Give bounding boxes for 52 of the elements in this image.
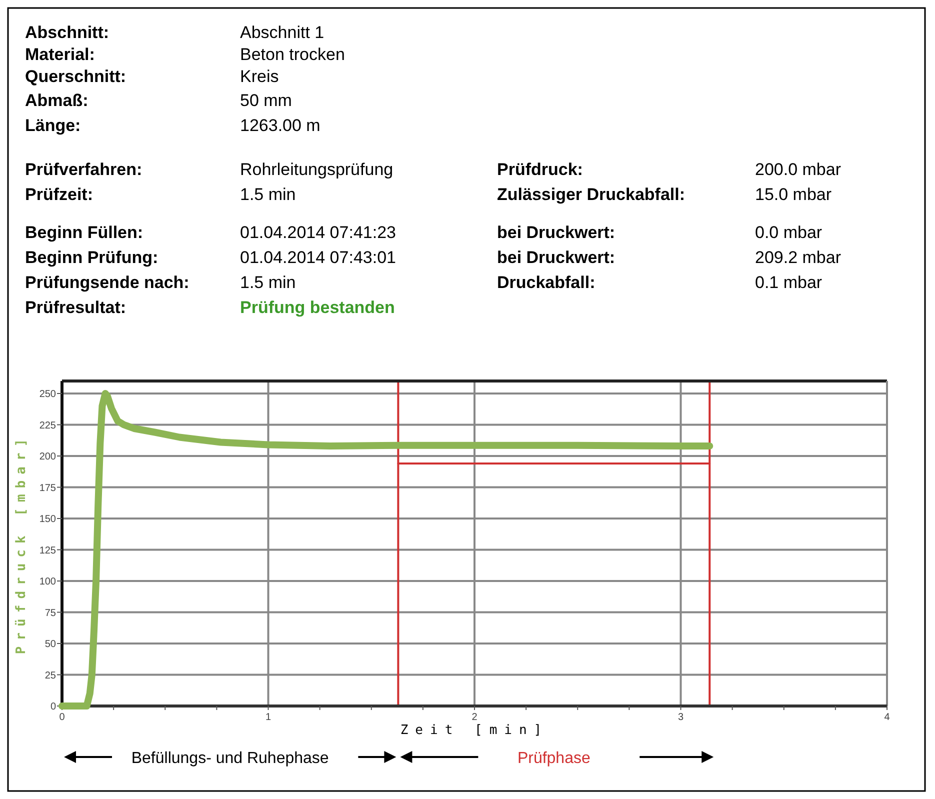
text: Material:	[25, 45, 95, 64]
x-tick-label: 2	[472, 712, 478, 723]
y-tick-label: 0	[50, 702, 56, 712]
y-tick-label: 200	[39, 452, 56, 462]
text: 01.04.2014 07:41:23	[240, 223, 396, 242]
text: Prüfphase	[517, 750, 590, 767]
text: Prüfdruck:	[497, 160, 583, 179]
text: 01.04.2014 07:43:01	[240, 248, 396, 267]
text: Prüfungsende nach:	[25, 273, 190, 292]
y-tick-label: 50	[44, 639, 56, 650]
y-tick-label: 75	[44, 608, 56, 619]
text: 1.5 min	[240, 273, 296, 292]
text: Beginn Füllen:	[25, 223, 144, 242]
text: Druckabfall:	[497, 273, 596, 292]
x-axis-title: Zeit [min]	[400, 723, 549, 738]
x-tick-label: 1	[265, 712, 272, 723]
text: Querschnitt:	[25, 67, 126, 86]
text: Prüfverfahren:	[25, 160, 142, 179]
text: Befüllungs- und Ruhephase	[131, 750, 329, 767]
text: bei Druckwert:	[497, 248, 616, 267]
x-tick-label: 4	[884, 712, 890, 723]
text: Rohrleitungsprüfung	[240, 160, 394, 179]
text: bei Druckwert:	[497, 223, 616, 242]
x-tick-label: 0	[59, 712, 66, 723]
y-tick-label: 125	[39, 545, 56, 556]
text: Länge:	[25, 116, 81, 135]
text: Zulässiger Druckabfall:	[497, 185, 686, 204]
text: Abschnitt 1	[240, 23, 324, 42]
y-tick-label: 175	[39, 482, 56, 494]
text: Beginn Prüfung:	[25, 248, 158, 267]
y-tick-label: 150	[39, 514, 56, 525]
text: Prüfzeit:	[25, 185, 93, 204]
y-tick-label: 250	[39, 389, 56, 400]
text: Beton trocken	[240, 45, 345, 64]
text: 0.0 mbar	[755, 223, 822, 242]
y-tick-label: 100	[39, 576, 56, 588]
x-tick-label: 3	[678, 712, 684, 723]
text: 209.2 mbar	[755, 248, 842, 267]
text: 200.0 mbar	[755, 160, 842, 179]
text: 1.5 min	[240, 185, 296, 204]
text: Kreis	[240, 67, 279, 86]
text: Abschnitt:	[25, 23, 110, 42]
text: 50 mm	[240, 91, 292, 110]
text: 1263.00 m	[240, 116, 320, 135]
text: Abmaß:	[25, 91, 88, 110]
text: Prüfresultat:	[25, 298, 126, 317]
y-tick-label: 25	[44, 670, 56, 682]
text: 15.0 mbar	[755, 185, 832, 204]
y-axis-title: Prüfdruck [mbar]	[14, 432, 29, 654]
text: Prüfung bestanden	[240, 298, 395, 317]
text: 0.1 mbar	[755, 273, 822, 292]
y-tick-label: 225	[39, 420, 56, 432]
